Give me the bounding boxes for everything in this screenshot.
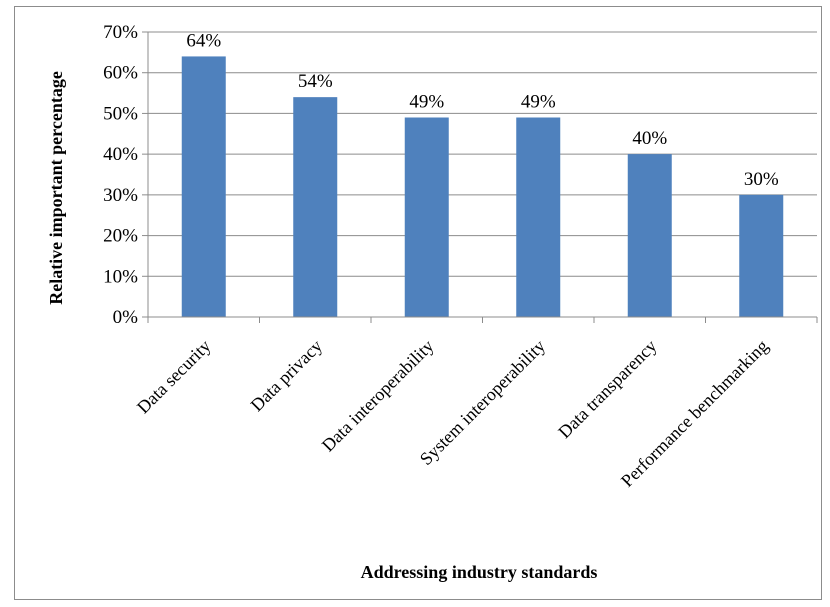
data-label: 40%: [632, 128, 667, 149]
y-tick-label: 0%: [113, 307, 139, 328]
data-label: 30%: [744, 169, 779, 190]
y-tick-label: 40%: [103, 144, 138, 165]
y-tick-label: 20%: [103, 226, 138, 247]
data-labels: 64% 54% 49% 49% 40% 30%: [186, 30, 779, 189]
bars: [181, 56, 784, 318]
data-label: 49%: [409, 92, 444, 113]
category-label: Data transparency: [554, 336, 660, 442]
bar: [181, 56, 226, 318]
data-label: 64%: [186, 30, 221, 51]
y-tick-label: 50%: [103, 103, 138, 124]
x-axis-title: Addressing industry standards: [361, 562, 598, 582]
data-label: 49%: [521, 92, 556, 113]
y-tick-label: 10%: [103, 266, 138, 287]
y-tick-label: 30%: [103, 185, 138, 206]
category-label: Data interoperability: [318, 336, 438, 456]
category-label: System interoperability: [416, 336, 549, 469]
y-tick-label: 70%: [103, 22, 138, 43]
category-label: Data privacy: [247, 336, 327, 416]
data-label: 54%: [298, 71, 333, 92]
y-axis-ticks: 0% 10% 20% 30% 40% 50% 60% 70%: [103, 22, 138, 328]
bar: [293, 97, 338, 318]
y-axis-title: Relative important percentage: [46, 71, 66, 305]
gridlines: [148, 31, 817, 277]
bar: [739, 194, 784, 317]
y-tick-label: 60%: [103, 63, 138, 84]
bar: [404, 117, 449, 317]
bar: [627, 154, 672, 317]
bar: [516, 117, 561, 317]
category-label: Data security: [133, 336, 215, 418]
axes: [142, 31, 818, 323]
